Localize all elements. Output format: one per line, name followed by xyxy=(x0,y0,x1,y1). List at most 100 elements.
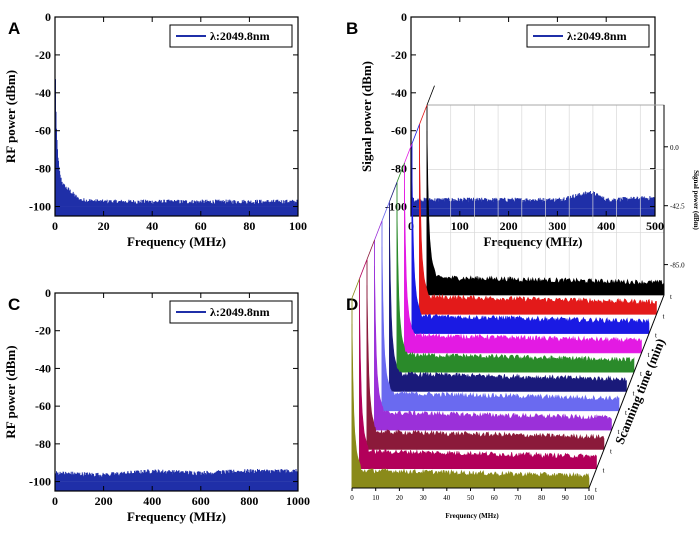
x-tick-label: 0 xyxy=(408,219,414,233)
y-tick-label: 0 xyxy=(401,10,407,24)
y-tick-label: -100 xyxy=(29,475,51,489)
legend-box xyxy=(169,300,293,324)
y-tick-label: -20 xyxy=(391,48,407,62)
y-tick-label: -80 xyxy=(35,437,51,451)
x-tick-label: 0 xyxy=(52,219,58,233)
x-axis-label: Frequency (MHz) xyxy=(127,234,226,249)
depth-tick-label: t xyxy=(648,351,650,359)
y-tick-label: -100 xyxy=(29,200,51,214)
plot-c: 0-20-40-60-80-1000 200 400 600 800 1000Freque… xyxy=(3,286,310,524)
panel-label-a: A xyxy=(8,19,20,38)
depth-tick-label: t xyxy=(603,467,605,475)
legend-label: λ:2049.8nm xyxy=(210,29,270,43)
x-axis-label: Frequency (MHz) xyxy=(127,509,226,524)
plot-d: 0.0 -42.5 -85.0 Signal power (dBm) t t t t t t t t t… xyxy=(350,85,699,520)
trace-d-edge xyxy=(389,182,398,202)
depth-tick-label: t xyxy=(610,447,612,455)
x-tick-label: 70 xyxy=(514,494,522,502)
trace-d-10 xyxy=(419,150,657,315)
y-tick-label: -20 xyxy=(35,48,51,62)
y-tick-label: -60 xyxy=(35,124,51,138)
trace-d-5 xyxy=(381,246,620,412)
x-tick-label: 60 xyxy=(195,219,207,233)
y-tick-label: -20 xyxy=(35,324,51,338)
x-tick-label: 200 xyxy=(500,219,518,233)
trace-d-edge xyxy=(426,85,435,106)
trace-d-8 xyxy=(404,188,642,354)
x-tick-label: 40 xyxy=(146,219,158,233)
panel-label-c: C xyxy=(8,295,20,314)
y-tick-label: 0 xyxy=(45,10,51,24)
y-tick-label: -60 xyxy=(35,399,51,413)
depth-tick-label: t xyxy=(655,332,657,340)
trace-d-edge xyxy=(381,201,390,221)
x-tick-label: 1000 xyxy=(286,494,310,508)
trace-d-2 xyxy=(359,304,597,469)
panel-label-b: B xyxy=(346,19,358,38)
y-tick-label: -85.0 xyxy=(670,262,685,270)
trace-d-edge xyxy=(359,259,368,279)
y-tick-label: -40 xyxy=(391,86,407,100)
axes-frame-b xyxy=(410,16,656,217)
trace-c xyxy=(54,469,299,482)
trace-d-3 xyxy=(366,285,605,450)
trace-d-7 xyxy=(396,208,635,373)
axes-frame-c xyxy=(54,292,299,492)
trace-d-4 xyxy=(374,265,612,431)
y-tick-label: -40 xyxy=(35,86,51,100)
legend-label: λ:2049.8nm xyxy=(567,29,627,43)
x-tick-label: 80 xyxy=(243,219,255,233)
noise-floor-a xyxy=(55,206,298,216)
y-tick-label: -60 xyxy=(391,124,407,138)
x-tick-label: 30 xyxy=(420,494,428,502)
x-tick-label: 100 xyxy=(584,494,595,502)
x-tick-label: 500 xyxy=(646,219,664,233)
x-tick-label: 20 xyxy=(98,219,110,233)
x-tick-label: 400 xyxy=(143,494,161,508)
x-tick-label: 300 xyxy=(548,219,566,233)
trace-d-9 xyxy=(411,169,650,334)
x-tick-label: 200 xyxy=(95,494,113,508)
x-axis-label: Frequency (MHz) xyxy=(445,512,499,520)
x-tick-label: 600 xyxy=(192,494,210,508)
trace-a xyxy=(54,24,299,207)
y-tick-label: -100 xyxy=(385,200,407,214)
trace-d-edge xyxy=(374,220,383,241)
x-tick-label: 40 xyxy=(443,494,451,502)
trace-b xyxy=(410,181,656,209)
depth-tick-label: t xyxy=(618,428,620,436)
depth-tick-label: t xyxy=(625,409,627,417)
legend-box xyxy=(169,24,293,48)
noise-floor-b xyxy=(411,208,655,216)
x-tick-label: 90 xyxy=(562,494,570,502)
trace-d-edge xyxy=(411,124,420,144)
depth-axis-line xyxy=(588,294,665,489)
x-tick-label: 100 xyxy=(289,219,307,233)
trace-d-1 xyxy=(351,323,590,489)
y-axis-label: Signal power (dBm) xyxy=(692,170,699,230)
x-tick-label: 0 xyxy=(52,494,58,508)
trace-d-edge xyxy=(366,239,375,260)
y-axis-label: Signal power (dBm) xyxy=(359,61,374,172)
depth-tick-label: t xyxy=(640,370,642,378)
y-tick-label: -80 xyxy=(35,162,51,176)
axes-frame-a xyxy=(54,16,299,217)
y-axis-label: RF power (dBm) xyxy=(3,345,18,438)
x-tick-label: 0 xyxy=(350,494,354,502)
legend-label: λ:2049.8nm xyxy=(210,305,270,319)
depth-tick-label: t xyxy=(663,312,665,320)
x-tick-label: 10 xyxy=(372,494,380,502)
plot-b: 0-20-40-60-80-1000 100 200 300 400 500Frequen… xyxy=(359,10,664,249)
trace-d-11 xyxy=(426,130,665,296)
depth-tick-label: t xyxy=(670,293,672,301)
x-tick-label: 50 xyxy=(467,494,475,502)
trace-d-6 xyxy=(389,227,627,392)
x-tick-label: 60 xyxy=(491,494,499,502)
y-tick-label: 0.0 xyxy=(670,144,679,152)
trace-d-edge xyxy=(351,278,360,299)
noise-floor-c xyxy=(55,481,298,491)
x-tick-label: 20 xyxy=(396,494,404,502)
y-tick-label: -40 xyxy=(35,361,51,375)
